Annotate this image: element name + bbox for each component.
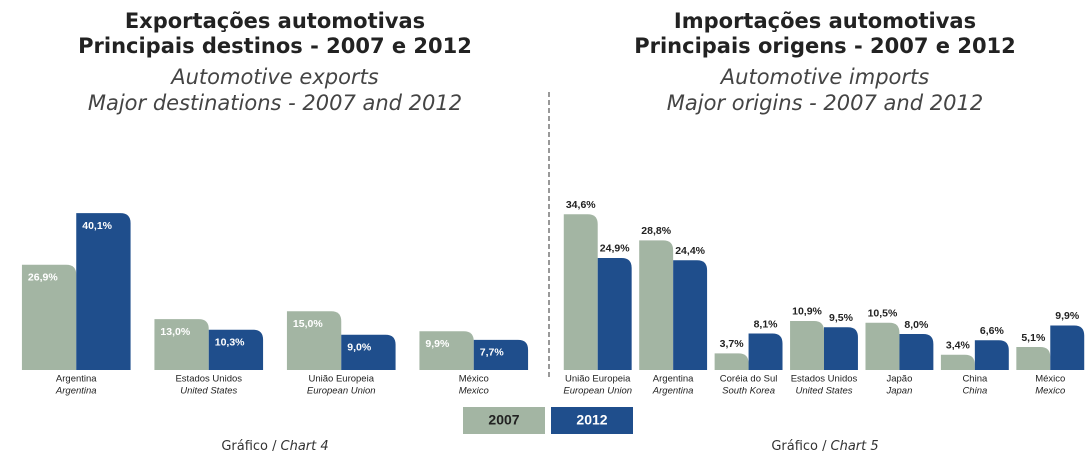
data-label: 5,1% xyxy=(1021,332,1046,344)
x-tick-label-en: European Union xyxy=(307,386,376,397)
data-label: 40,1% xyxy=(82,220,112,232)
bar xyxy=(21,264,77,370)
caption-en: Chart 4 xyxy=(281,439,329,454)
bar xyxy=(473,339,529,370)
data-label: 8,1% xyxy=(754,318,779,330)
data-label: 6,6% xyxy=(980,325,1005,337)
legend-label: 2012 xyxy=(576,412,607,428)
chart-title: Principais origens - 2007 e 2012 xyxy=(634,34,1016,58)
x-tick-label-en: Argentina xyxy=(652,386,694,397)
caption: Gráfico / Chart 5 xyxy=(771,439,878,454)
caption-en: Chart 5 xyxy=(831,439,879,454)
caption-pt: Gráfico / xyxy=(771,439,827,454)
data-label: 24,9% xyxy=(600,243,630,255)
x-tick-label-en: Japan xyxy=(885,386,912,397)
bar xyxy=(341,334,396,370)
data-label: 8,0% xyxy=(904,319,929,331)
bar xyxy=(790,320,824,370)
bar xyxy=(154,319,209,370)
x-tick-label-en: China xyxy=(962,386,987,397)
caption-pt: Gráfico / xyxy=(221,439,277,454)
bar xyxy=(1016,347,1051,370)
bar xyxy=(940,354,975,370)
bar xyxy=(714,353,749,370)
legend-label: 2007 xyxy=(488,412,519,428)
data-label: 9,9% xyxy=(425,338,450,350)
data-label: 3,7% xyxy=(720,338,745,350)
bar xyxy=(899,334,934,370)
chart-title: Principais destinos - 2007 e 2012 xyxy=(78,34,472,58)
bar xyxy=(748,333,783,370)
x-tick-label-en: Mexico xyxy=(1035,386,1065,397)
data-label: 15,0% xyxy=(293,318,323,330)
chart-title: Exportações automotivas xyxy=(125,9,425,33)
chart-subtitle: Major origins - 2007 and 2012 xyxy=(667,91,983,115)
x-tick-label: Argentina xyxy=(653,374,694,385)
chart-subtitle: Major destinations - 2007 and 2012 xyxy=(88,91,462,115)
x-tick-label: China xyxy=(962,374,988,385)
bar xyxy=(639,240,674,370)
data-label: 10,5% xyxy=(868,308,898,320)
bar xyxy=(286,311,342,370)
x-tick-label-en: United States xyxy=(795,386,852,397)
data-label: 10,9% xyxy=(792,306,822,318)
data-label: 9,9% xyxy=(1055,310,1080,322)
bar xyxy=(597,257,632,370)
x-tick-label: União Europeia xyxy=(309,374,375,385)
bar xyxy=(974,340,1009,370)
legend-swatch xyxy=(463,407,545,434)
bar xyxy=(419,331,474,370)
data-label: 9,0% xyxy=(347,342,372,354)
x-tick-label: México xyxy=(459,374,489,385)
x-tick-label-en: South Korea xyxy=(722,386,775,397)
x-tick-label: Coréia do Sul xyxy=(720,374,778,385)
data-label: 10,3% xyxy=(215,336,245,348)
bar xyxy=(824,327,858,370)
data-label: 9,5% xyxy=(829,312,854,324)
x-tick-label: União Europeia xyxy=(565,374,631,385)
data-label: 7,7% xyxy=(480,347,505,359)
bar xyxy=(1050,325,1085,370)
bar xyxy=(208,329,264,370)
caption: Gráfico / Chart 4 xyxy=(221,439,328,454)
x-tick-label-en: European Union xyxy=(563,386,632,397)
x-tick-label: Estados Unidos xyxy=(791,374,858,385)
bar xyxy=(673,260,708,370)
bar xyxy=(563,214,598,370)
chart-subtitle: Automotive exports xyxy=(169,65,379,89)
x-tick-label: México xyxy=(1035,374,1065,385)
x-tick-label-en: Mexico xyxy=(459,386,489,397)
data-label: 13,0% xyxy=(160,326,190,338)
chart-subtitle: Automotive imports xyxy=(719,65,929,89)
x-tick-label: Japão xyxy=(886,374,912,385)
x-tick-label-en: United States xyxy=(180,386,237,397)
bar xyxy=(76,213,131,370)
x-tick-label: Estados Unidos xyxy=(175,374,242,385)
x-tick-label: Argentina xyxy=(56,374,97,385)
data-label: 3,4% xyxy=(946,339,971,351)
data-label: 24,4% xyxy=(675,245,705,257)
chart-title: Importações automotivas xyxy=(674,9,976,33)
x-tick-label-en: Argentina xyxy=(55,386,97,397)
data-label: 34,6% xyxy=(566,199,596,211)
data-label: 28,8% xyxy=(641,225,671,237)
data-label: 26,9% xyxy=(28,272,58,284)
bar xyxy=(865,322,900,370)
legend-swatch xyxy=(551,407,633,434)
